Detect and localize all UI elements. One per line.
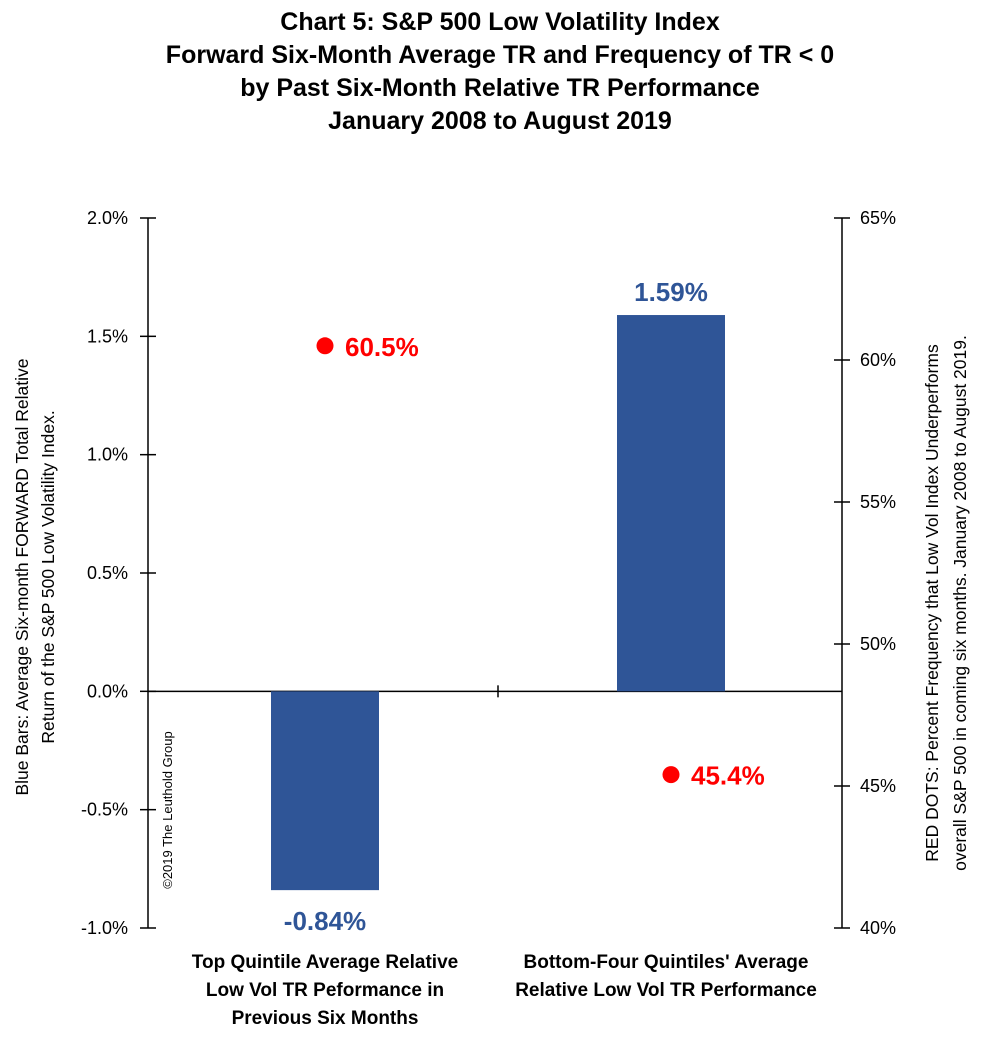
- copyright-watermark: ©2019 The Leuthold Group: [160, 731, 175, 889]
- dot-value-label: 45.4%: [691, 761, 765, 791]
- right-tick-label: 60%: [860, 350, 896, 370]
- dot: [316, 337, 334, 355]
- dot: [662, 766, 680, 784]
- category-label: Top Quintile Average Relative: [192, 952, 458, 973]
- left-tick-label: -0.5%: [81, 800, 128, 820]
- dot-value-label: 60.5%: [345, 332, 419, 362]
- right-tick-label: 65%: [860, 208, 896, 228]
- right-axis-title: RED DOTS: Percent Frequency that Low Vol…: [922, 344, 942, 862]
- dots: [316, 337, 680, 784]
- left-tick-label: 0.5%: [87, 563, 128, 583]
- left-tick-label: -1.0%: [81, 918, 128, 938]
- category-label: Low Vol TR Peformance in: [206, 980, 444, 1001]
- axes: -1.0% -0.5% 0.0% 0.5% 1.0% 1.5% 2.0% 40% 45% 50% 5…: [81, 208, 896, 938]
- bars: [271, 315, 725, 891]
- right-tick-label: 40%: [860, 918, 896, 938]
- left-axis-title: Blue Bars: Average Six-month FORWARD Tot…: [12, 358, 32, 795]
- bar-value-label: 1.59%: [634, 277, 708, 307]
- right-tick-label: 45%: [860, 776, 896, 796]
- category-label: Previous Six Months: [232, 1008, 419, 1029]
- right-axis-title: overall S&P 500 in coming six months. Ja…: [950, 335, 970, 871]
- bar: [271, 691, 379, 891]
- left-axis-title: Return of the S&P 500 Low Volatility Ind…: [38, 410, 58, 743]
- category-label: Bottom-Four Quintiles' Average: [524, 952, 809, 973]
- right-tick-label: 55%: [860, 492, 896, 512]
- title-line-1: Chart 5: S&P 500 Low Volatility Index: [280, 8, 720, 36]
- title-line-3: by Past Six-Month Relative TR Performanc…: [240, 74, 760, 102]
- left-tick-label: 2.0%: [87, 208, 128, 228]
- left-tick-label: 1.5%: [87, 326, 128, 346]
- bar-value-label: -0.84%: [284, 906, 366, 936]
- chart-title: Chart 5: S&P 500 Low Volatility Index Fo…: [0, 6, 1000, 138]
- title-line-2: Forward Six-Month Average TR and Frequen…: [165, 41, 835, 69]
- bar: [617, 315, 725, 692]
- category-label: Relative Low Vol TR Performance: [515, 980, 817, 1001]
- left-tick-label: 0.0%: [87, 681, 128, 701]
- left-tick-label: 1.0%: [87, 445, 128, 465]
- title-line-4: January 2008 to August 2019: [328, 107, 672, 135]
- labels: -0.84% 1.59% 60.5% 45.4% Top Quintile Averag…: [12, 277, 970, 1029]
- right-tick-label: 50%: [860, 634, 896, 654]
